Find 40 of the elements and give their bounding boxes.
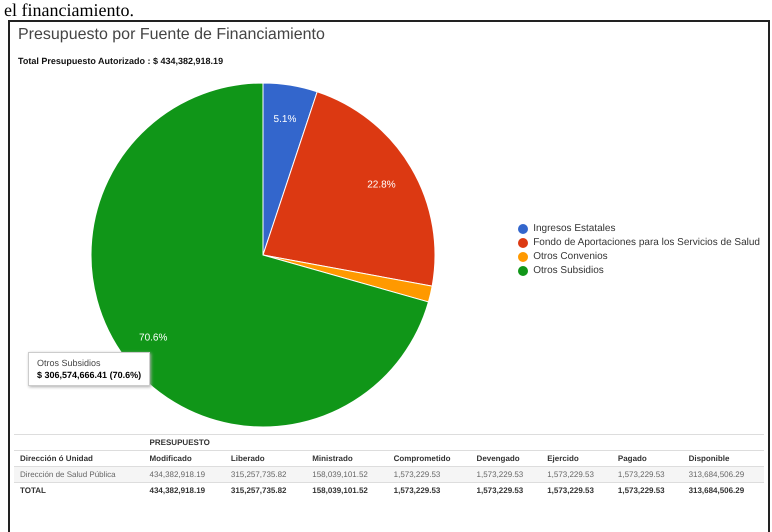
text: 434,382,918.19 bbox=[144, 466, 225, 482]
text: Devengado bbox=[470, 450, 542, 466]
text: Ejercido bbox=[541, 450, 612, 466]
text: el financiamiento. bbox=[4, 0, 135, 20]
text: 313,684,506.29 bbox=[682, 466, 764, 482]
text: 158,039,101.52 bbox=[306, 466, 388, 482]
text: 434,382,918.19 bbox=[144, 482, 225, 498]
text: Comprometido bbox=[388, 450, 471, 466]
text: PRESUPUESTO bbox=[144, 434, 764, 450]
text: Pagado bbox=[612, 450, 683, 466]
text: TOTAL bbox=[14, 482, 144, 498]
text: Dirección de Salud Pública bbox=[14, 466, 144, 482]
data-label: 5.1% bbox=[274, 114, 296, 125]
text: 315,257,735.82 bbox=[224, 466, 306, 482]
text: 315,257,735.82 bbox=[224, 482, 306, 498]
text: Ministrado bbox=[306, 450, 388, 466]
text: 1,573,229.53 bbox=[388, 482, 471, 498]
text: 313,684,506.29 bbox=[682, 482, 764, 498]
text: 1,573,229.53 bbox=[388, 466, 471, 482]
legend-label: Fondo de Aportaciones para los Servicios de Salud bbox=[533, 236, 760, 250]
text: Modificado bbox=[144, 450, 225, 466]
text: 1,573,229.53 bbox=[470, 482, 542, 498]
text: Disponible bbox=[682, 450, 764, 466]
text: Dirección ó Unidad bbox=[14, 450, 144, 466]
legend-label: Otros Subsidios bbox=[533, 264, 604, 278]
legend-label: Otros Convenios bbox=[533, 250, 608, 264]
data-label: 22.8% bbox=[367, 180, 396, 191]
text: 1,573,229.53 bbox=[612, 482, 683, 498]
text: Liberado bbox=[224, 450, 306, 466]
text: 158,039,101.52 bbox=[306, 482, 388, 498]
text: 1,573,229.53 bbox=[541, 482, 612, 498]
chart-subtitle: Total Presupuesto Autorizado : $ 434,382,918.19 bbox=[18, 56, 224, 66]
data-label: 70.6% bbox=[139, 332, 168, 344]
text: 1,573,229.53 bbox=[612, 466, 683, 482]
chart-title: Presupuesto por Fuente de Financiamiento bbox=[18, 26, 325, 44]
text: 1,573,229.53 bbox=[541, 466, 612, 482]
text: 1,573,229.53 bbox=[470, 466, 542, 482]
text: $ 306,574,666.41 (70.6%) bbox=[37, 370, 142, 380]
legend-label: Ingresos Estatales bbox=[533, 222, 616, 236]
text: Otros Subsidios bbox=[37, 358, 102, 368]
